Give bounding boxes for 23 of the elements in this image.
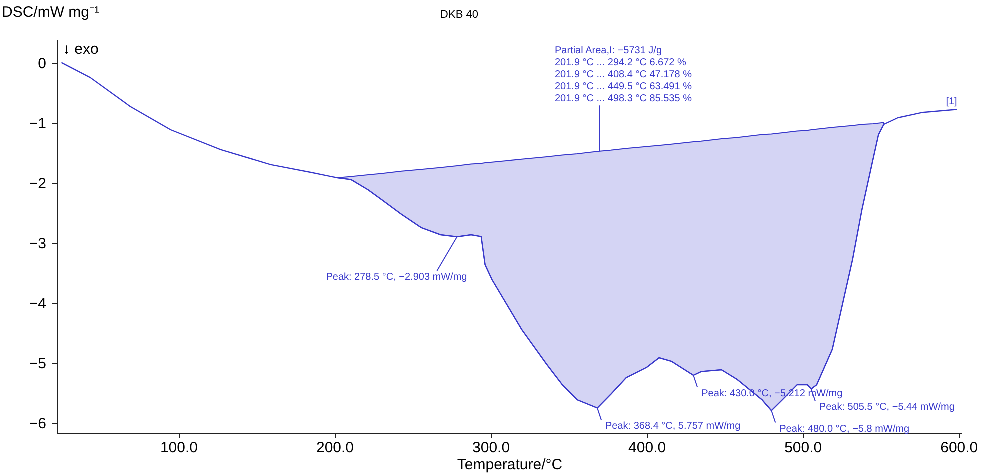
annotation: Peak: 368.4 °C, 5.757 mW/mg: [606, 421, 741, 432]
annotation: Partial Area,I: −5731 J/g 201.9 °C ... 294.2 °C 6.672 % 201.9 °C ... 408.4 °C 47.178 % 201.9 °C ... 449.5 °C 63.491 % 201.9 °C ... 498.3 °C 85.535 %: [555, 46, 692, 105]
annotation: ↓ exo: [63, 41, 99, 58]
x-tick-label: 400.0: [628, 440, 666, 456]
x-tick-label: 200.0: [316, 440, 354, 456]
x-axis-title: Temperature/°C: [457, 456, 563, 474]
annotation: [1]: [946, 96, 958, 108]
y-tick-label: −1: [29, 115, 46, 132]
y-axis-title: DSC/mW mg⁻¹: [2, 4, 100, 21]
x-tick-label: 300.0: [472, 440, 510, 456]
y-tick-label: −6: [29, 415, 46, 432]
x-tick-label: 100.0: [160, 440, 198, 456]
y-tick-label: −2: [29, 175, 46, 192]
x-tick-label: 600.0: [940, 440, 978, 456]
y-tick-label: 0: [38, 55, 46, 72]
y-tick-label: −3: [29, 235, 46, 252]
y-tick-label: −5: [29, 355, 46, 372]
x-tick-label: 500.0: [784, 440, 822, 456]
annotation: Peak: 505.5 °C, −5.44 mW/mg: [819, 402, 955, 414]
annotation: Peak: 480.0 °C, −5.8 mW/mg: [780, 424, 910, 435]
chart-title: DKB 40: [440, 9, 478, 21]
y-tick-label: −4: [29, 295, 46, 312]
annotation: Peak: 278.5 °C, −2.903 mW/mg: [326, 272, 468, 283]
